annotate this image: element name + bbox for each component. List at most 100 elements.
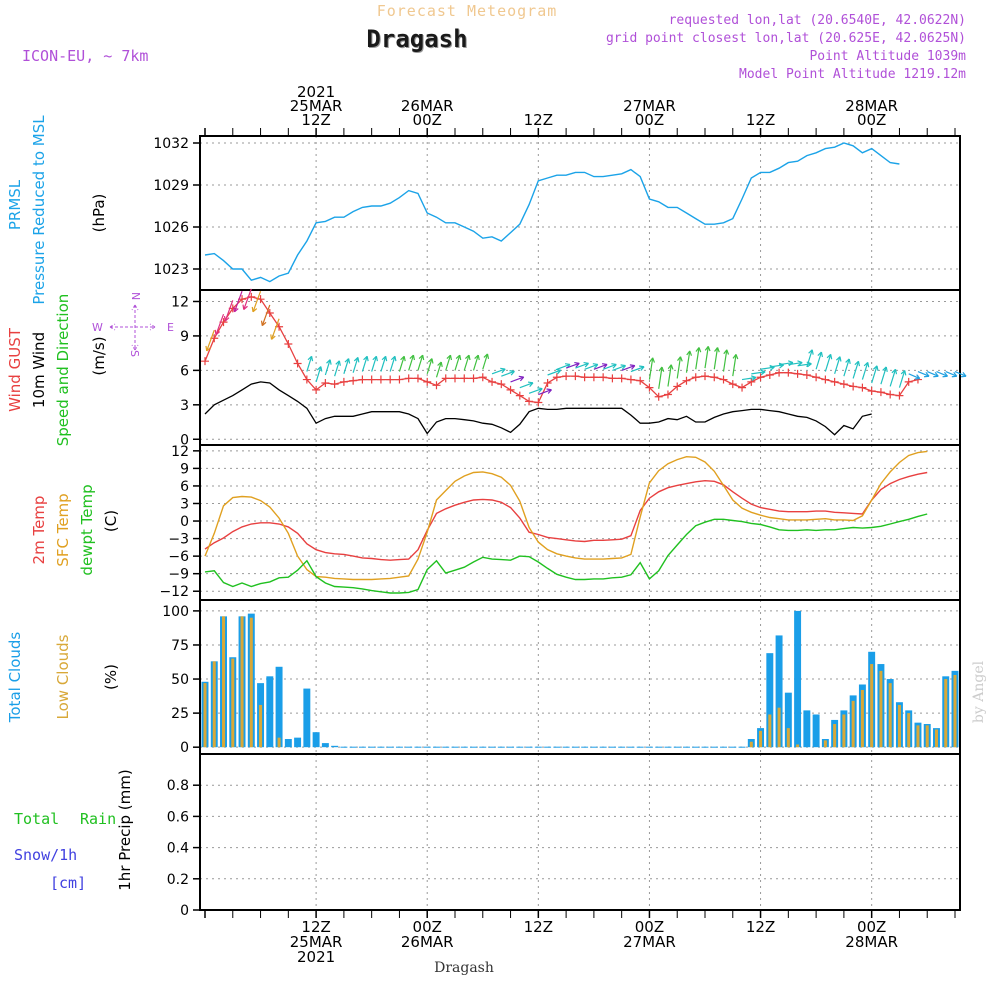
- wind-arrow-head: [583, 361, 589, 368]
- cloud-bar-low: [786, 728, 790, 748]
- y-tick-label: 6: [180, 363, 189, 379]
- cloud-bar-low: [240, 616, 244, 748]
- gust-marker: [432, 381, 441, 390]
- precip-label-snow: Snow/1h: [14, 846, 77, 864]
- precip-label-rain: Rain: [80, 810, 116, 828]
- cloud-bar-low: [796, 744, 800, 748]
- gust-marker: [376, 375, 385, 384]
- wind-arrow: [917, 371, 930, 377]
- wind-arrow: [445, 354, 452, 371]
- compass-n: N: [129, 292, 142, 300]
- wind-arrow-head: [574, 361, 580, 368]
- gust-marker: [451, 374, 459, 383]
- compass: W E N S: [92, 292, 174, 357]
- y-tick-label: 0: [180, 432, 189, 448]
- requested-coords: requested lon,lat (20.6540E, 42.0622N): [669, 13, 966, 28]
- clouds-label-total: Total Clouds: [6, 632, 24, 724]
- wind-arrow: [435, 361, 442, 378]
- gust-marker: [719, 375, 728, 384]
- y-tick-label: −6: [168, 549, 189, 565]
- gust-marker: [710, 373, 719, 382]
- cloud-bars: [201, 610, 959, 748]
- wind-arrow: [695, 347, 700, 370]
- cloud-bar-low: [851, 700, 855, 748]
- wind-arrow-head: [242, 304, 248, 311]
- wind-arrow-head: [464, 354, 471, 361]
- wind-arrow: [630, 366, 645, 373]
- y-tick-label: −9: [168, 567, 189, 583]
- gust-marker: [534, 398, 543, 407]
- gust-marker: [867, 387, 876, 396]
- gust-marker: [839, 380, 848, 389]
- y-tick-label: 1029: [153, 178, 189, 194]
- pressure-label-prmsl: PRMSL: [6, 179, 24, 230]
- wind-arrow: [482, 353, 489, 370]
- cloud-bar-total: [284, 739, 292, 748]
- cloud-bar-low: [231, 658, 235, 748]
- temp-unit: (C): [102, 510, 120, 532]
- wind-arrow: [945, 371, 958, 377]
- wind-arrow-head: [714, 347, 720, 353]
- wind-arrow-head: [316, 366, 323, 372]
- wind-arrow-head: [667, 364, 674, 370]
- wind-arrow-head: [509, 370, 515, 376]
- wind-arrow: [593, 363, 608, 370]
- temp-label-dew: dewpt Temp: [78, 484, 96, 575]
- cloud-bar-low: [222, 616, 226, 748]
- wind-arrow: [528, 388, 543, 394]
- wind-arrow: [621, 365, 636, 371]
- y-tick-label: 1023: [153, 262, 189, 278]
- wind-arrow: [741, 376, 756, 381]
- gust-marker: [617, 374, 626, 383]
- gust-marker: [765, 370, 774, 379]
- panel-frame-pressure: [199, 135, 961, 291]
- wind-arrow-head: [251, 306, 258, 313]
- wind-arrow: [519, 382, 534, 389]
- gust-marker: [756, 373, 765, 382]
- gust-marker: [349, 376, 358, 385]
- compass-e: E: [167, 321, 174, 334]
- gust-marker: [552, 373, 561, 382]
- y-tick-label: 3: [180, 398, 189, 414]
- wind-arrow-head: [307, 355, 314, 362]
- y-tick-label: 0: [180, 740, 189, 756]
- wind-arrow-head: [363, 355, 369, 362]
- model-altitude: Model Point Altitude 1219.12m: [739, 67, 966, 82]
- wind-arrow-head: [900, 370, 907, 376]
- gust-marker: [543, 379, 552, 387]
- wind-arrow-head: [611, 363, 617, 369]
- wind-arrow-head: [951, 371, 958, 378]
- wind-arrow: [760, 366, 775, 370]
- wind-arrow: [371, 356, 377, 372]
- gust-marker: [423, 377, 432, 386]
- precip-label-cm: [cm]: [50, 874, 86, 892]
- gust-marker: [506, 385, 515, 394]
- wind-arrow: [398, 356, 405, 372]
- wind-arrow: [778, 361, 794, 366]
- wind-arrow-head: [474, 354, 480, 361]
- time-label-bottom: 12Z: [301, 918, 330, 936]
- wind-arrow-head: [677, 356, 683, 362]
- wind-arrow-head: [527, 381, 534, 387]
- chart-title: Dragash: [366, 25, 467, 53]
- cloud-bar-low: [888, 683, 892, 748]
- cloud-bar-total: [303, 688, 311, 748]
- gust-marker: [849, 382, 858, 391]
- time-label-bottom: 00Z: [857, 918, 886, 936]
- panels: 1023102610291032036912−12−9−6−3036912025…: [6, 115, 967, 919]
- wind-arrow: [352, 357, 359, 373]
- gust-marker: [469, 374, 478, 383]
- gust-marker: [636, 376, 645, 385]
- wind-arrow: [926, 371, 939, 377]
- wind-arrow-head: [602, 363, 608, 369]
- wind-arrow-head: [658, 366, 665, 372]
- gust-marker: [571, 372, 580, 381]
- wind-arrow: [797, 363, 812, 367]
- cloud-bar-low: [759, 730, 763, 748]
- grid-point-coords: grid point closest lon,lat (20.625E, 42.…: [606, 31, 966, 46]
- cloud-bar-total: [321, 743, 329, 748]
- model-label: ICON-EU, ~ 7km: [22, 47, 148, 65]
- wind-arrow: [315, 366, 322, 383]
- gust-marker: [330, 380, 339, 389]
- gust-marker: [562, 372, 571, 381]
